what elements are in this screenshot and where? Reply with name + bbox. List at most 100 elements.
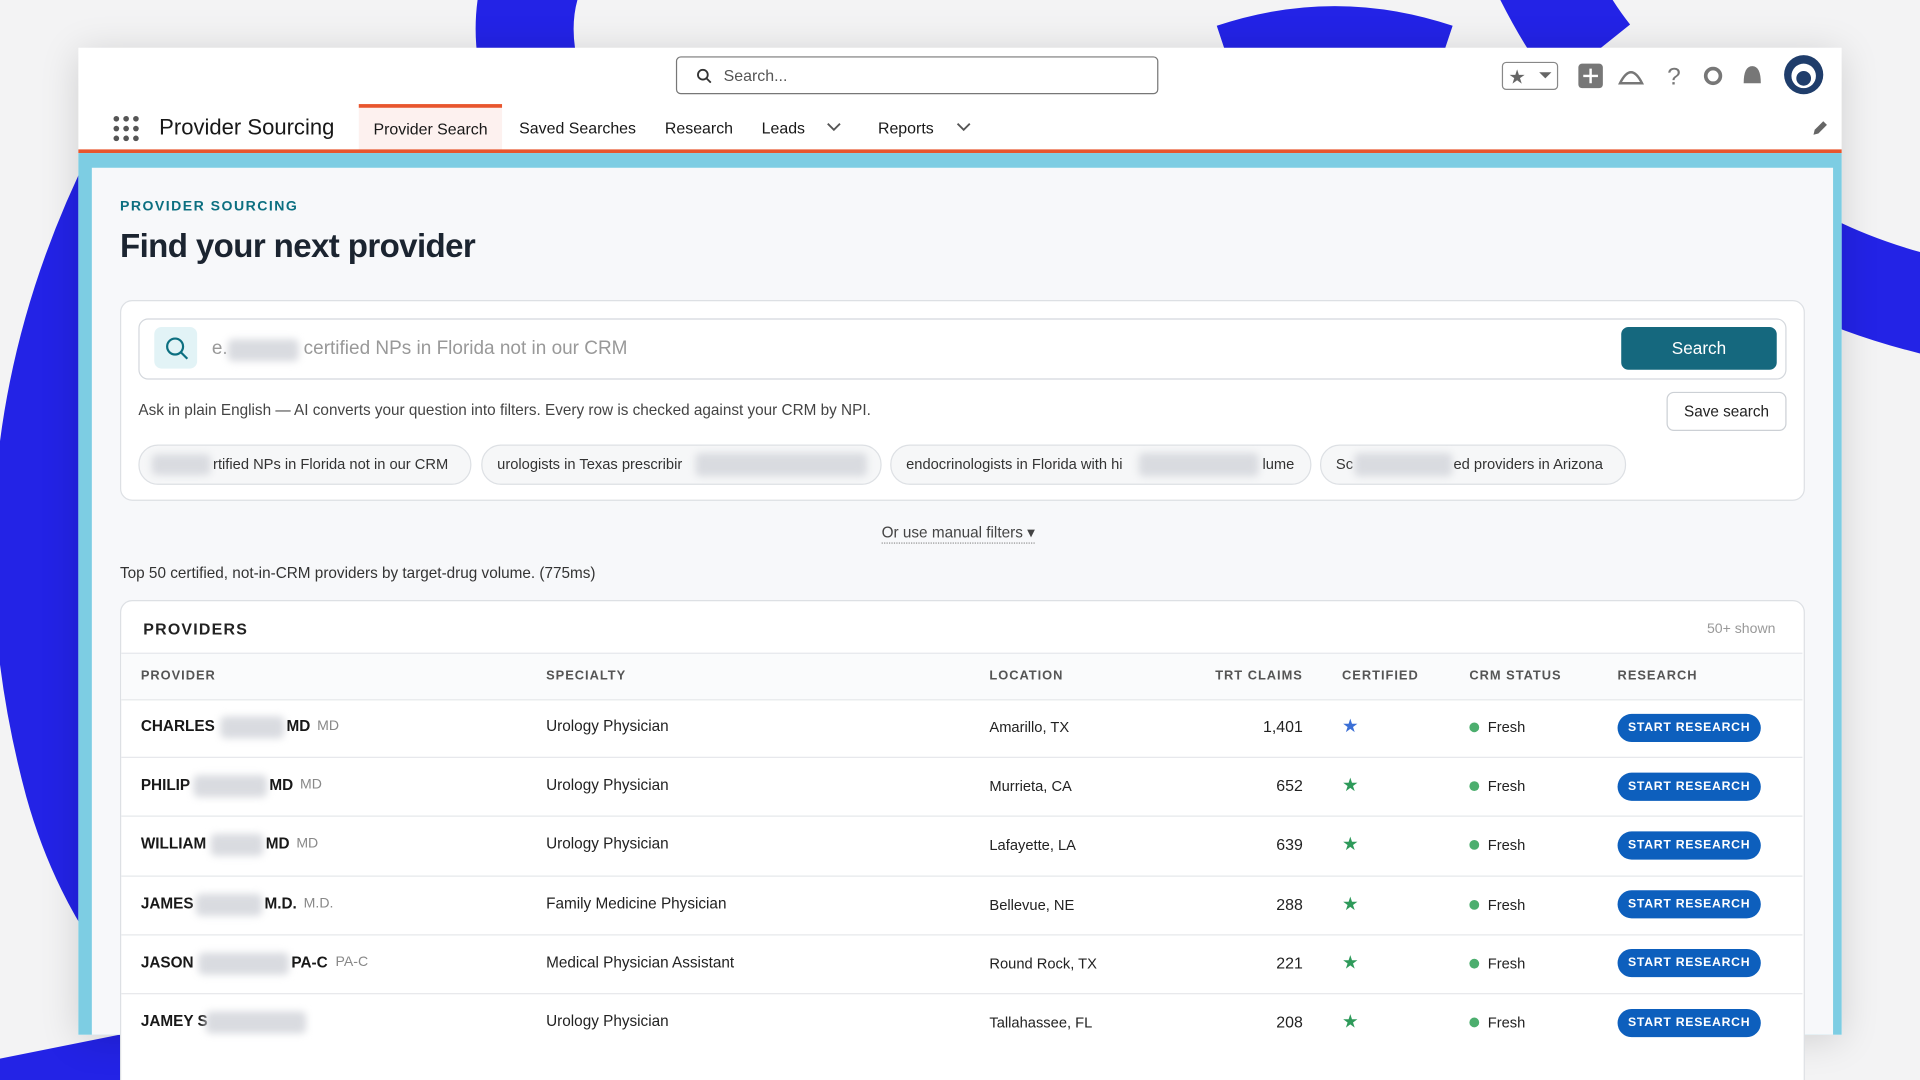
provider-first: JAMES <box>140 894 194 912</box>
status-dot <box>1469 899 1480 910</box>
chip-text: Sc <box>1335 455 1354 473</box>
status-dot <box>1469 781 1480 792</box>
trt-claims: 221 <box>1276 953 1303 972</box>
tab-active[interactable]: Provider Search <box>358 104 503 151</box>
help-text: Ask in plain English — AI converts your … <box>138 401 871 419</box>
provider-first: PHILIP <box>140 776 191 794</box>
table-title: PROVIDERS <box>143 619 249 638</box>
crm-status: Fresh <box>1487 1013 1526 1032</box>
provider-credential: MD <box>296 836 319 852</box>
example-chip[interactable]: endocrinologists in Florida with hi lume <box>890 444 1312 485</box>
trt-claims: 208 <box>1276 1012 1303 1032</box>
location: Amarillo, TX <box>989 718 1070 736</box>
provider-first: JAMEY S <box>140 1012 208 1030</box>
search-button[interactable]: Search <box>1621 326 1777 370</box>
tab[interactable]: Research <box>664 118 734 138</box>
status-dot <box>1469 1017 1480 1028</box>
redaction <box>695 453 867 477</box>
provider-suffix: MD <box>286 717 311 735</box>
table-count: 50+ shown <box>1706 622 1776 637</box>
row-divider <box>121 875 1803 877</box>
location: Lafayette, LA <box>989 836 1076 854</box>
crm-status: Fresh <box>1487 777 1526 795</box>
status-dot <box>1469 840 1480 851</box>
edit-icon[interactable] <box>1811 120 1828 137</box>
query-input[interactable] <box>138 318 1787 380</box>
crm-status: Fresh <box>1487 718 1526 736</box>
specialty: Medical Physician Assistant <box>546 953 735 971</box>
query-placeholder: e. <box>211 337 228 359</box>
provider-suffix: M.D. <box>264 894 297 912</box>
provider-first: WILLIAM <box>140 835 207 853</box>
chip-text: ed providers in Arizona <box>1453 455 1603 473</box>
redaction <box>193 775 267 798</box>
trt-claims: 639 <box>1276 835 1303 854</box>
tab[interactable]: Leads <box>761 118 806 138</box>
column-header: RESEARCH <box>1617 668 1698 684</box>
trt-claims: 652 <box>1276 776 1303 795</box>
certified-star: ★ <box>1342 775 1359 797</box>
redaction <box>205 1011 307 1034</box>
redaction <box>198 952 289 975</box>
start-research-button[interactable]: START RESEARCH <box>1617 949 1761 978</box>
provider-suffix: PA-C <box>291 953 328 971</box>
row-divider <box>121 756 1803 759</box>
start-research-button[interactable]: START RESEARCH <box>1617 772 1761 801</box>
row-divider <box>121 815 1803 818</box>
redaction <box>210 834 264 857</box>
chip-text: urologists in Texas prescribir <box>497 455 683 473</box>
trt-claims: 1,401 <box>1263 717 1303 736</box>
app-launcher[interactable] <box>113 115 140 142</box>
specialty: Urology Physician <box>546 835 669 853</box>
manual-filters-link[interactable]: Or use manual filters ▾ <box>881 523 1035 544</box>
trt-claims: 288 <box>1276 894 1303 913</box>
redaction <box>1138 453 1259 477</box>
start-research-button[interactable]: START RESEARCH <box>1617 890 1761 919</box>
redaction <box>220 716 285 739</box>
provider-credential: M.D. <box>303 895 334 911</box>
column-header: TRT CLAIMS <box>1215 668 1303 684</box>
summary-text: Top 50 certified, not-in-CRM providers b… <box>120 564 596 582</box>
header-icons[interactable]: ★ ? <box>1494 54 1837 98</box>
provider-first: CHARLES <box>140 717 215 735</box>
save-search-button[interactable]: Save search <box>1666 391 1787 432</box>
nav-accent <box>78 149 1842 154</box>
search-icon <box>697 68 712 84</box>
status-dot <box>1469 722 1480 733</box>
start-research-button[interactable]: START RESEARCH <box>1617 831 1761 860</box>
dropdown-icon[interactable] <box>956 121 971 133</box>
certified-star: ★ <box>1342 716 1359 738</box>
redaction <box>195 893 263 916</box>
eyebrow: PROVIDER SOURCING <box>120 199 299 215</box>
specialty: Urology Physician <box>546 1012 669 1030</box>
tab[interactable]: Reports <box>877 118 934 138</box>
search-placeholder: Search... <box>723 66 788 85</box>
certified-star: ★ <box>1342 1011 1359 1033</box>
svg-text:★: ★ <box>1508 66 1526 88</box>
start-research-button[interactable]: START RESEARCH <box>1617 1008 1761 1037</box>
query-placeholder: certified NPs in Florida not in our CRM <box>303 337 628 359</box>
global-search[interactable]: Search... <box>675 56 1159 95</box>
certified-star: ★ <box>1342 834 1359 856</box>
query-search-icon <box>166 337 189 360</box>
dropdown-icon[interactable] <box>827 121 842 133</box>
start-research-button[interactable]: START RESEARCH <box>1617 713 1761 742</box>
redaction <box>227 339 299 362</box>
specialty: Urology Physician <box>546 717 669 735</box>
example-chip[interactable]: urologists in Texas prescribir <box>481 444 882 485</box>
location: Tallahassee, FL <box>989 1013 1093 1032</box>
row-divider <box>121 993 1803 995</box>
column-header: PROVIDER <box>140 668 216 684</box>
specialty: Urology Physician <box>546 776 669 794</box>
tab[interactable]: Saved Searches <box>519 118 637 138</box>
certified-star: ★ <box>1342 952 1359 974</box>
chip-text: rtified NPs in Florida not in our CRM <box>213 455 449 473</box>
location: Round Rock, TX <box>989 954 1097 972</box>
column-header: LOCATION <box>989 668 1064 684</box>
example-chip[interactable]: Sc ed providers in Arizona <box>1320 444 1627 485</box>
example-chip[interactable]: rtified NPs in Florida not in our CRM <box>138 444 472 485</box>
row-divider <box>121 934 1803 936</box>
status-dot <box>1469 958 1480 969</box>
crm-status: Fresh <box>1487 895 1526 913</box>
